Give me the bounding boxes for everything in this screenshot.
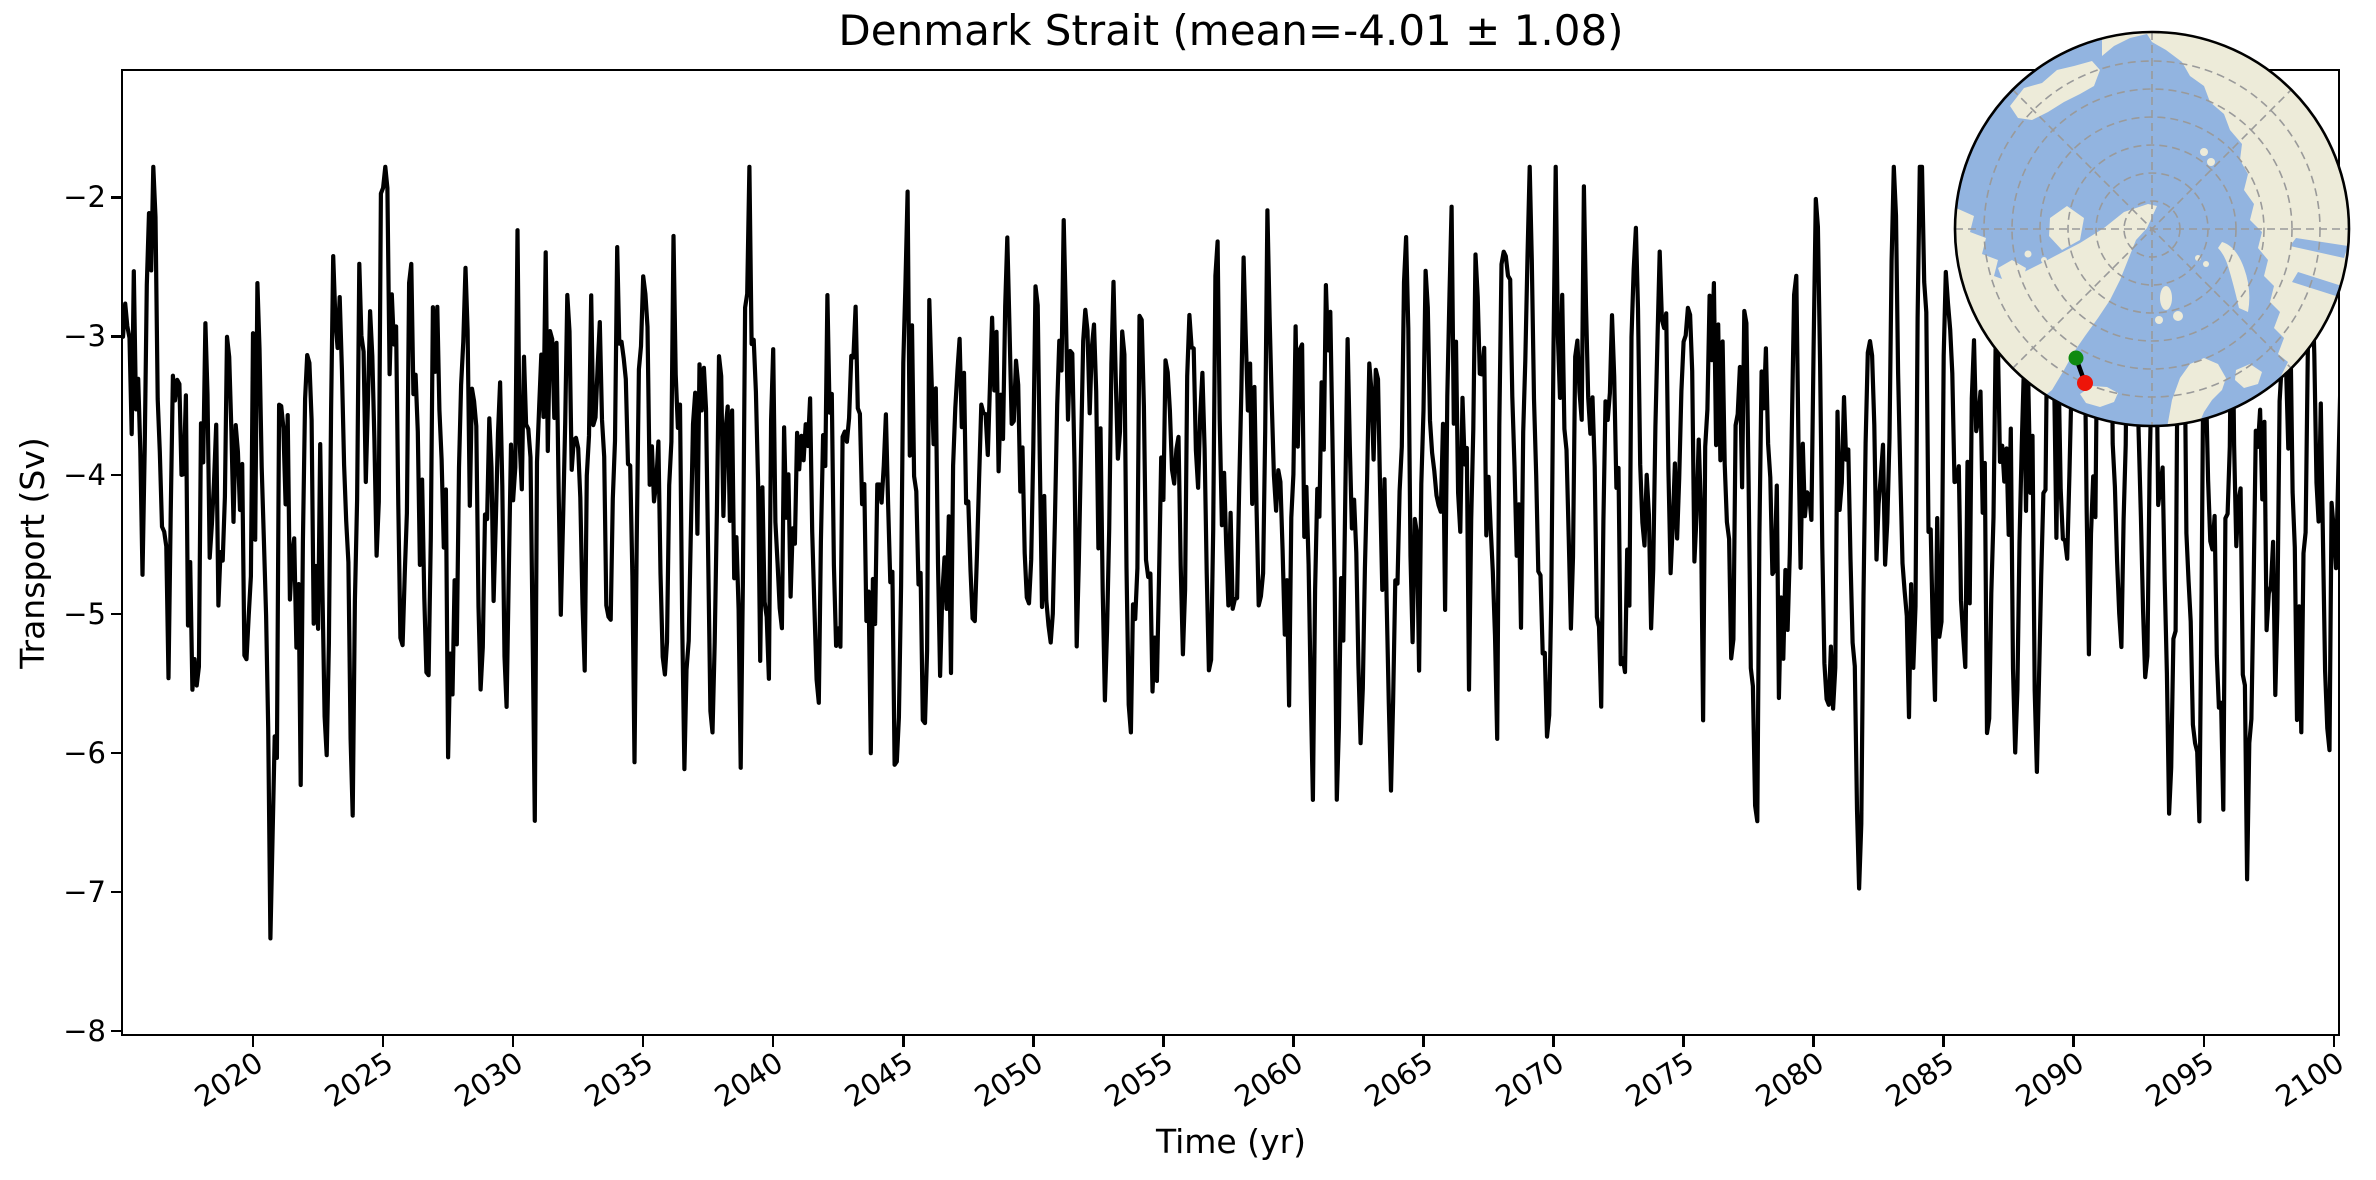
plot-frame: [121, 69, 2340, 1036]
section-marker-green: [2068, 350, 2084, 366]
x-axis-label: Time (yr): [1155, 1122, 1307, 1161]
arctic-archipelago-islet: [2024, 250, 2032, 258]
x-tick-mark: [2202, 1036, 2205, 1047]
x-tick-mark: [1552, 1036, 1555, 1047]
severnaya-zemlya-islet: [2207, 158, 2215, 166]
y-tick-label: −4: [63, 458, 106, 493]
x-tick-mark: [902, 1036, 905, 1047]
svalbard-islet: [2155, 316, 2163, 324]
x-tick-mark: [2072, 1036, 2075, 1047]
greenland-landmass: [1999, 204, 2157, 398]
arctic-inset-map: [1953, 30, 2351, 428]
x-tick-mark: [1682, 1036, 1685, 1047]
y-tick-mark: [111, 751, 123, 755]
transport-line: [123, 164, 2339, 941]
chart-title: Denmark Strait (mean=-4.01 ± 1.08): [838, 6, 1624, 55]
kola-peninsula: [2235, 364, 2262, 388]
y-tick-label: −5: [63, 597, 106, 632]
y-tick-mark: [111, 473, 123, 477]
x-tick-mark: [1812, 1036, 1815, 1047]
novaya-zemlya-island: [2218, 242, 2250, 312]
graticule: [1955, 32, 2349, 426]
alaska-landmass: [2010, 61, 2100, 120]
y-tick-label: −8: [63, 1013, 106, 1048]
ellesmere-island: [2049, 206, 2084, 250]
x-tick-mark: [2332, 1036, 2336, 1047]
x-tick-mark: [511, 1036, 515, 1047]
franz-josef-islet: [2203, 261, 2209, 267]
y-tick-mark: [111, 890, 123, 894]
scandinavia-landmass: [2167, 358, 2226, 426]
x-tick-mark: [1422, 1036, 1425, 1047]
x-tick-mark: [771, 1036, 775, 1047]
y-tick-label: −2: [63, 180, 106, 215]
svalbard-island: [2160, 286, 2172, 310]
x-tick-mark: [1942, 1036, 1945, 1047]
y-tick-mark: [111, 335, 123, 338]
y-tick-mark: [111, 196, 123, 199]
y-tick-label: −6: [63, 736, 106, 771]
transport-time-series: [123, 164, 2339, 941]
y-tick-mark: [111, 1029, 123, 1033]
x-tick-mark: [251, 1036, 255, 1047]
severnaya-zemlya-islet: [2200, 148, 2208, 156]
y-axis-label: Transport (Sv): [13, 437, 52, 669]
x-tick-mark: [641, 1036, 645, 1047]
x-tick-mark: [1162, 1036, 1165, 1047]
y-tick-label: −3: [63, 319, 106, 354]
svalbard-islet: [2173, 311, 2183, 321]
section-marker-red: [2077, 375, 2093, 391]
y-tick-mark: [111, 612, 123, 616]
x-tick-mark: [381, 1036, 385, 1047]
iceland-island: [2080, 386, 2118, 407]
x-tick-mark: [1292, 1036, 1295, 1047]
map-border-circle: [1953, 30, 2351, 428]
y-tick-label: −7: [63, 874, 106, 909]
x-tick-mark: [1032, 1036, 1035, 1047]
siberia-landmass: [2102, 32, 2349, 426]
yenisei-gulf: [2292, 272, 2342, 296]
